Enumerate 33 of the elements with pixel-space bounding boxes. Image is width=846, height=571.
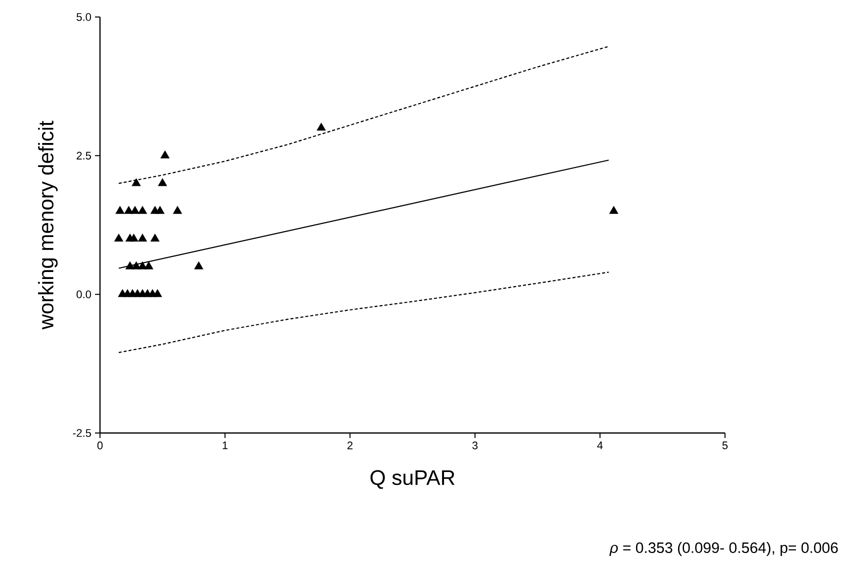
y-tick-label: 2.5 — [76, 152, 91, 160]
point — [132, 178, 141, 186]
y-tick-label: -2.5 — [73, 429, 91, 437]
x-axis-title: Q suPAR — [370, 470, 455, 489]
point — [132, 261, 141, 270]
point — [160, 150, 170, 158]
point — [152, 289, 162, 298]
point — [150, 234, 160, 242]
point — [115, 206, 125, 214]
point — [316, 122, 326, 131]
point — [138, 234, 148, 242]
point — [155, 206, 165, 214]
point — [609, 206, 618, 214]
x-tick-label: 4 — [597, 442, 603, 450]
x-tick-label: 2 — [347, 442, 353, 450]
x-tick-label: 3 — [472, 442, 478, 450]
point — [124, 206, 134, 214]
line-series — [118, 272, 610, 354]
point — [194, 261, 204, 270]
point — [129, 234, 138, 242]
x-tick-label: 0 — [97, 442, 103, 450]
point — [172, 206, 182, 214]
text: ρ = 0.353 (0.099- 0.564), p= 0.006 — [609, 542, 838, 556]
point — [158, 178, 168, 186]
y-tick-label: 0.0 — [76, 290, 92, 298]
point — [130, 206, 140, 214]
y-axis-title: working menory deficit — [38, 120, 58, 330]
point — [114, 234, 124, 242]
x-tick-label: 1 — [222, 442, 228, 450]
y-tick-label: 5.0 — [76, 13, 92, 21]
point — [138, 206, 148, 214]
point — [144, 261, 154, 270]
x-tick-label: 5 — [722, 442, 728, 450]
